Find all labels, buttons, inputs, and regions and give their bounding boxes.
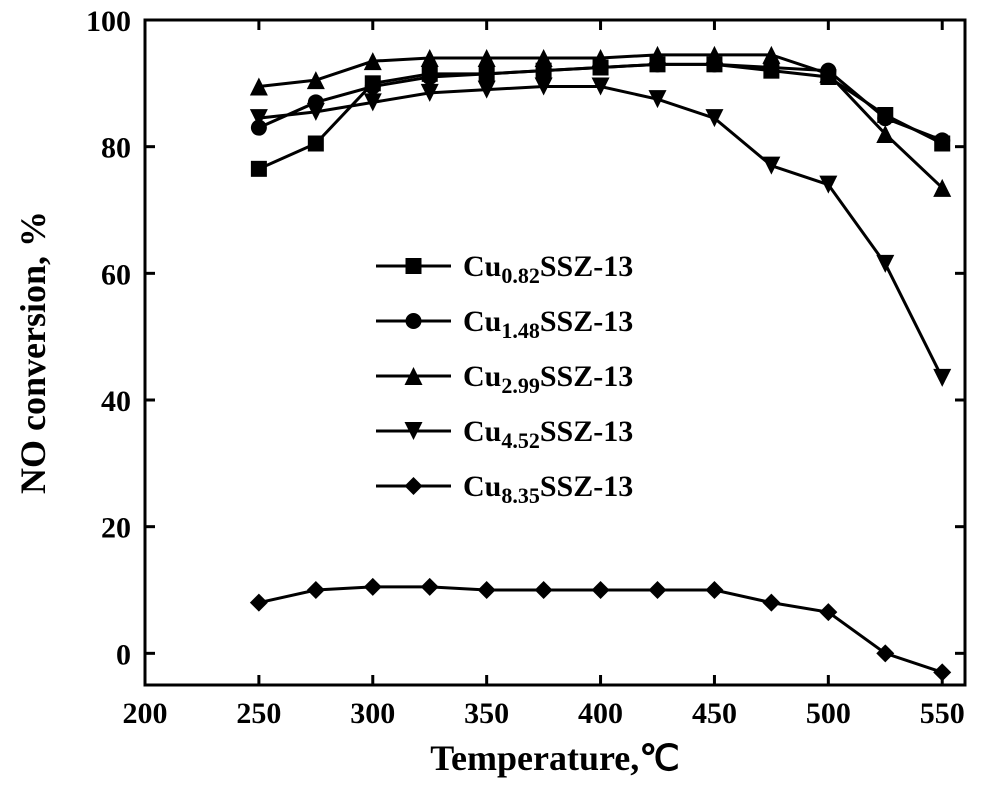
- x-tick-label: 350: [464, 697, 509, 730]
- x-tick-label: 550: [920, 697, 965, 730]
- x-tick-label: 400: [578, 697, 623, 730]
- x-tick-label: 200: [123, 697, 168, 730]
- y-tick-label: 0: [116, 638, 131, 671]
- legend-label: Cu0.82SSZ-13: [463, 250, 633, 288]
- y-axis-label: NO conversion, %: [13, 211, 53, 494]
- legend-label: Cu1.48SSZ-13: [463, 305, 633, 343]
- y-tick-label: 100: [86, 5, 131, 38]
- no-conversion-chart: 200 250 300 350 400 450 500 550 0 20 40 60 80 100 Temp…: [0, 0, 1000, 789]
- x-tick-label: 500: [806, 697, 851, 730]
- legend-label: Cu2.99SSZ-13: [463, 360, 633, 398]
- legend-label: Cu4.52SSZ-13: [463, 415, 633, 453]
- x-tick-label: 300: [350, 697, 395, 730]
- y-tick-label: 80: [101, 132, 131, 165]
- y-tick-label: 60: [101, 258, 131, 291]
- y-tick-label: 40: [101, 385, 131, 418]
- legend-label: Cu8.35SSZ-13: [463, 470, 633, 508]
- x-tick-label: 250: [236, 697, 281, 730]
- x-axis-label: Temperature,℃: [430, 738, 679, 778]
- y-tick-label: 20: [101, 512, 131, 545]
- x-tick-label: 450: [692, 697, 737, 730]
